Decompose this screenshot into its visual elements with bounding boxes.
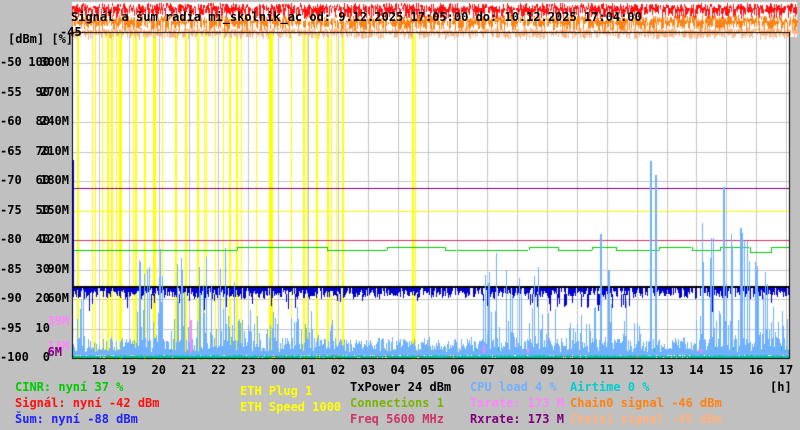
rate-label-txrate-max: 39M <box>47 314 69 328</box>
hour-label: 15 <box>719 363 734 377</box>
axis-mbit-label: 90M <box>47 261 69 276</box>
axis-mbit-label: 300M <box>40 55 69 69</box>
axis-pct-label: 50 <box>35 202 50 217</box>
axis-mbit-label: 60M <box>47 291 69 305</box>
axis-mbit-label: 240M <box>40 114 69 128</box>
legend-sum: Šum: nyní -88 dBm <box>15 412 138 426</box>
hour-label: 02 <box>330 363 346 377</box>
axis-pct-label: 30 <box>35 261 50 276</box>
hour-label: 10 <box>569 363 585 377</box>
hour-label: 03 <box>360 363 376 377</box>
hour-label: 13 <box>659 363 674 377</box>
axis-mbit-label: 210M <box>40 143 69 158</box>
axis-pct-label: 100 <box>28 55 50 69</box>
legend-txrate: Txrate: 173 M <box>470 396 564 410</box>
hour-label: 09 <box>539 363 555 377</box>
legend-eth-speed: ETH Speed 1000 <box>240 400 342 414</box>
hour-label: 07 <box>480 363 495 377</box>
hour-label: 23 <box>241 363 256 377</box>
hour-label: 16 <box>748 363 764 377</box>
hour-label: 18 <box>91 363 107 377</box>
chart-title: Signál a šum radia mi_skolnik_ac od: 9.1… <box>71 10 642 24</box>
hour-label: 14 <box>689 363 704 377</box>
hour-label: 21 <box>181 363 196 377</box>
legend-connections: Connections 1 <box>350 396 444 410</box>
legend-txpower: TxPower 24 dBm <box>350 380 452 394</box>
rate-label-rxrate-max: 6M <box>47 345 62 359</box>
hour-label: 06 <box>450 363 465 377</box>
axis-dbm-label: -90 <box>0 291 22 305</box>
hour-label: 04 <box>390 363 405 377</box>
axis-mbit-label: 180M <box>40 173 69 187</box>
axis-dbm-label: -70 <box>0 173 22 187</box>
hour-label: 11 <box>599 363 614 377</box>
legend-signal: Signál: nyní -42 dBm <box>15 396 160 410</box>
hour-unit-label: [h] <box>770 380 792 394</box>
axis-pct-label: 90 <box>35 84 50 99</box>
axis-top-dbm-label: -45 <box>60 25 82 39</box>
legend-cinr: CINR: nyní 37 % <box>15 380 124 394</box>
axis-units-header: [dBm] [%] <box>8 32 74 46</box>
axis-pct-label: 80 <box>35 114 50 128</box>
hour-label: 08 <box>509 363 525 377</box>
hour-label: 20 <box>151 363 166 377</box>
axis-mbit-label: 120M <box>40 232 69 246</box>
hour-label: 00 <box>270 363 286 377</box>
axis-pct-label: 0 <box>42 350 50 364</box>
axis-dbm-label: -60 <box>0 114 22 128</box>
axis-dbm-label: -50 <box>0 55 22 69</box>
hour-label: 12 <box>629 363 644 377</box>
axis-mbit-label: 150M <box>40 202 69 217</box>
hour-label: 22 <box>211 363 226 377</box>
axis-dbm-label: -55 <box>0 84 22 99</box>
axis-pct-label: 40 <box>35 232 50 246</box>
axis-pct-label: 10 <box>35 320 50 335</box>
hour-label: 17 <box>778 363 794 377</box>
legend-chain1: Chain1 signal -45 dBm <box>570 412 722 426</box>
axis-dbm-label: -85 <box>0 261 22 276</box>
axis-dbm-label: -95 <box>0 320 22 335</box>
hour-label: 05 <box>420 363 435 377</box>
legend-airtime: Airtime 0 % <box>570 380 650 394</box>
axis-dbm-label: -100 <box>0 350 29 364</box>
axis-pct-label: 60 <box>35 173 50 187</box>
axis-pct-label: 20 <box>35 291 50 305</box>
rate-label-txrate-avg: 13M <box>47 339 69 353</box>
legend-chain0: Chain0 signal -46 dBm <box>570 396 722 410</box>
legend-freq: Freq 5600 MHz <box>350 412 444 426</box>
hour-label: 19 <box>121 363 137 377</box>
axis-dbm-label: -80 <box>0 232 22 246</box>
axis-pct-label: 70 <box>35 143 50 158</box>
axis-mbit-label: 270M <box>40 84 69 99</box>
legend-rxrate: Rxrate: 173 M <box>470 412 564 426</box>
legend-eth-plug: ETH Plug 1 <box>240 384 313 398</box>
axis-dbm-label: -75 <box>0 202 22 217</box>
legend-cpu: CPU load 4 % <box>470 380 557 394</box>
axis-dbm-label: -65 <box>0 143 22 158</box>
hour-label: 01 <box>300 363 316 377</box>
